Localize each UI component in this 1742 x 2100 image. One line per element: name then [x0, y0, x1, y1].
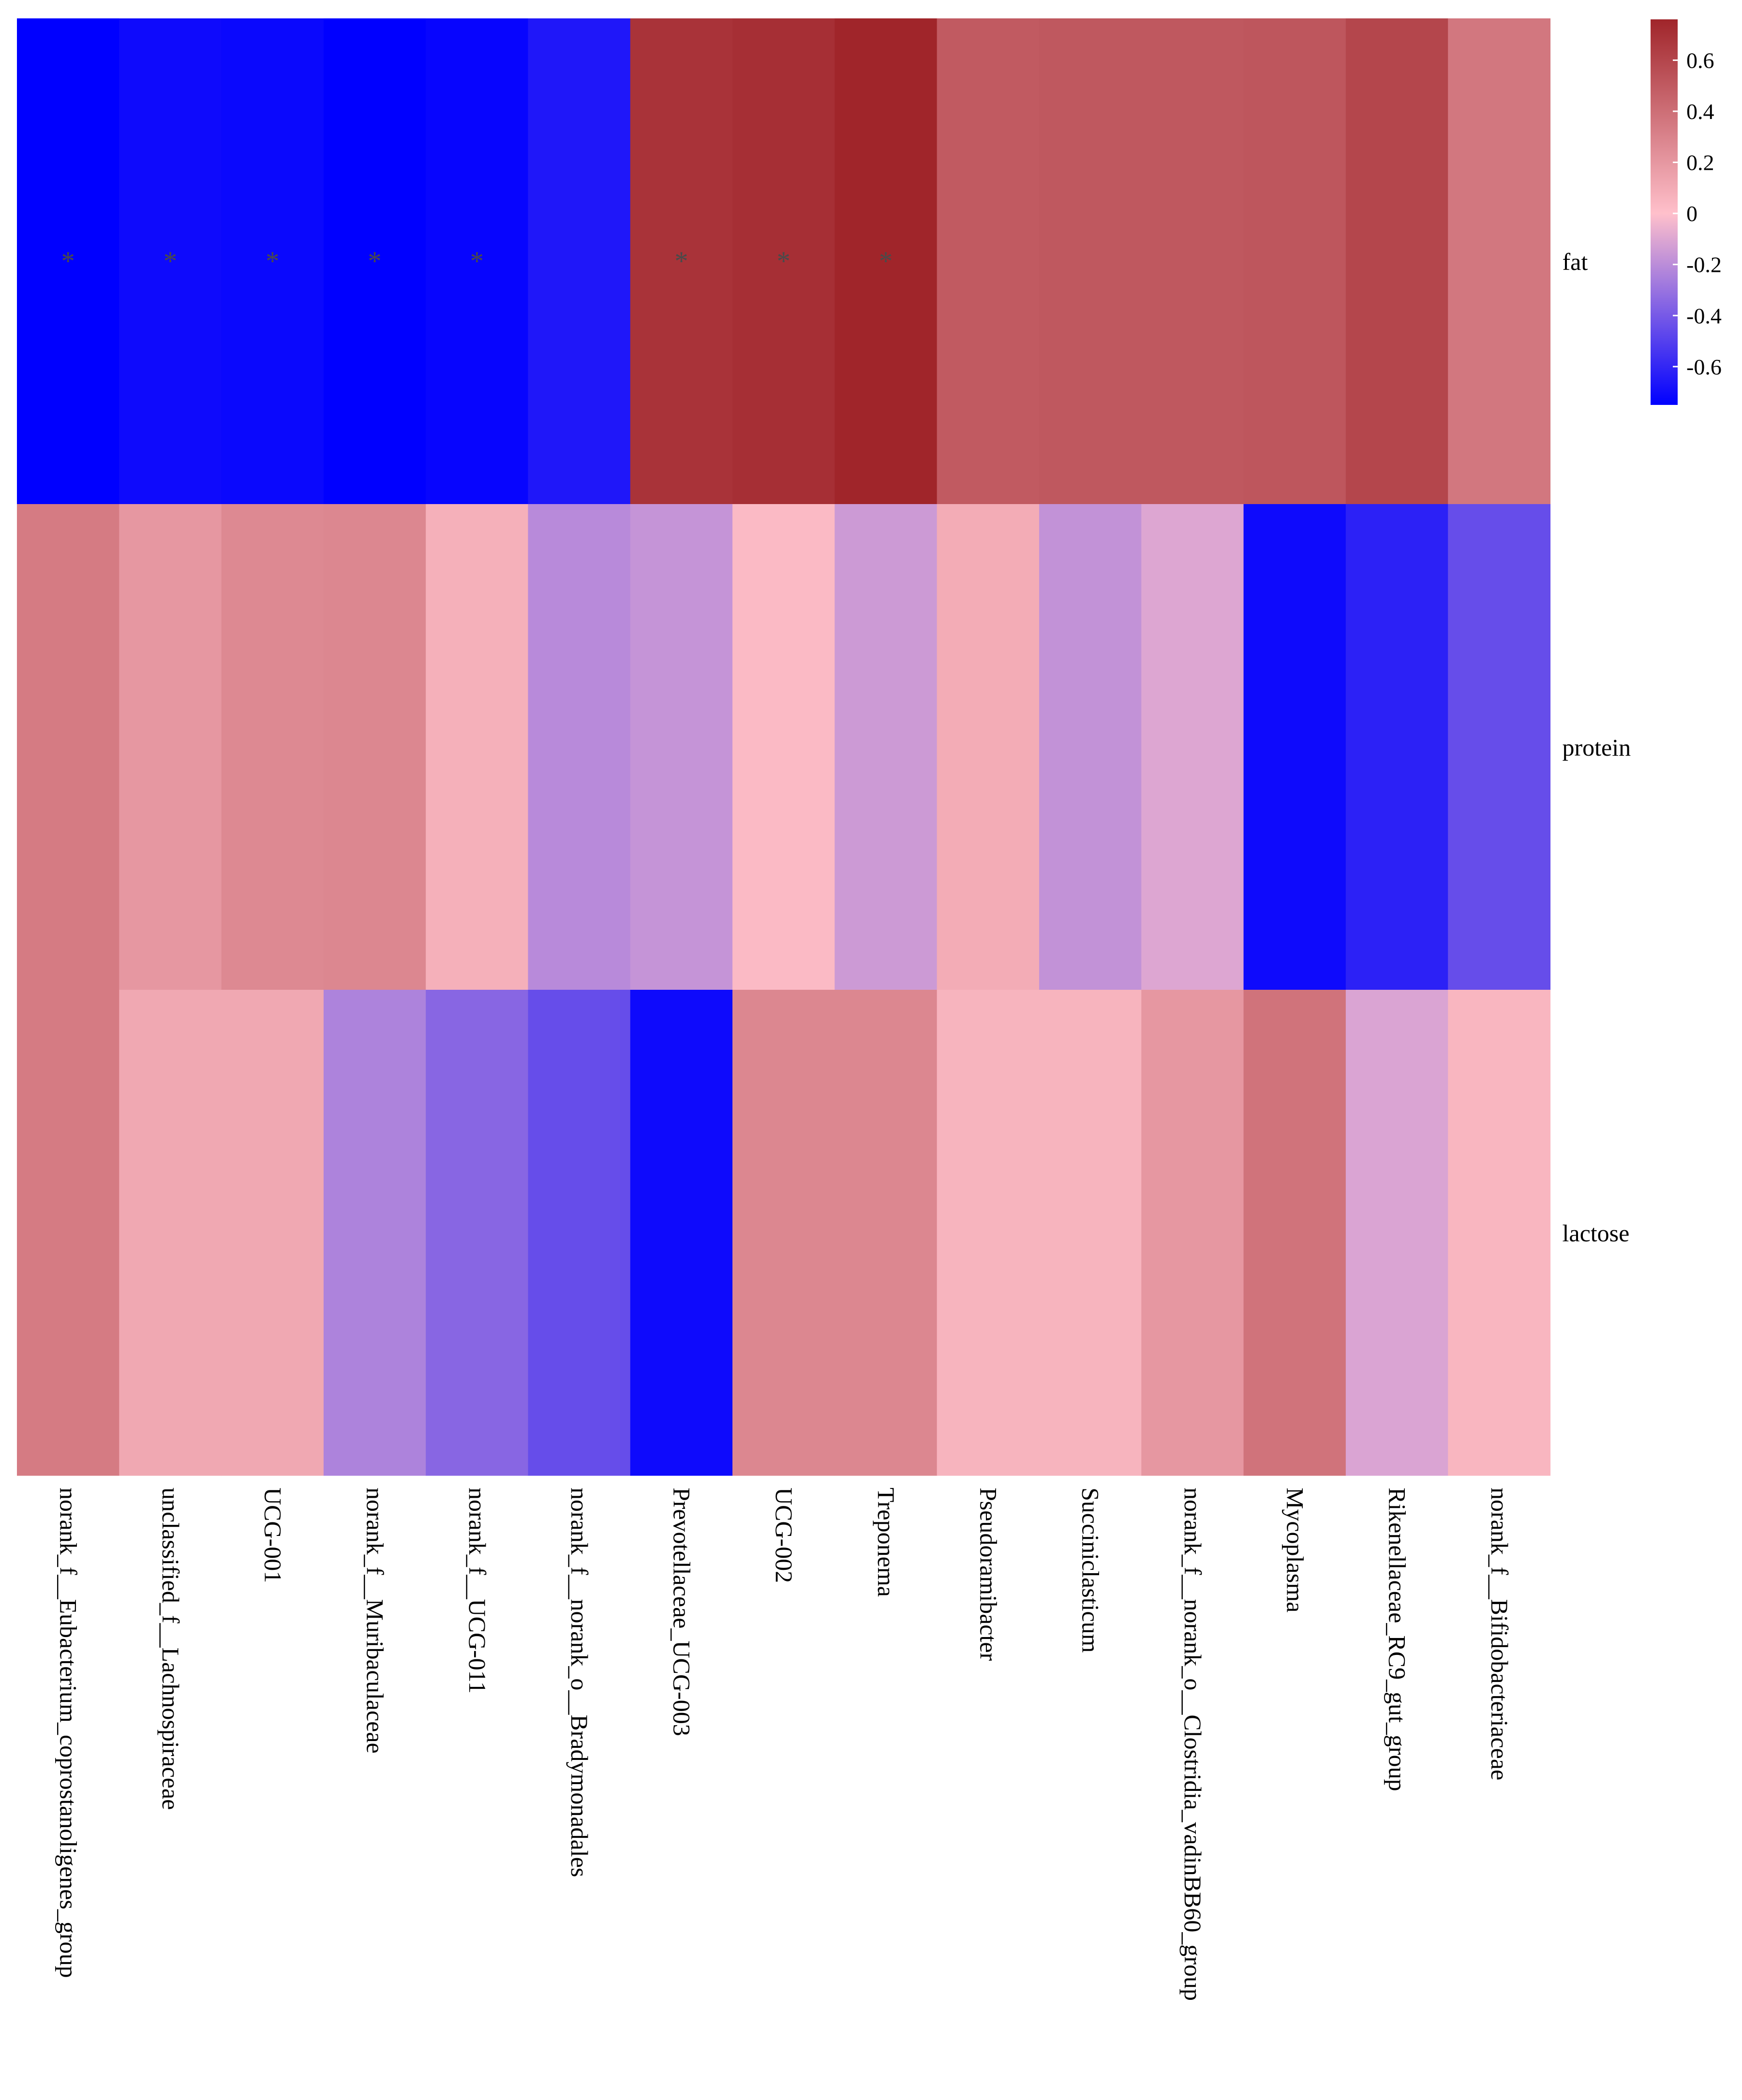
colorbar-tick-label: -0.6	[1686, 355, 1722, 379]
heatmap-cell-fat-6	[528, 18, 631, 505]
colorbar-tick-label: 0.4	[1686, 99, 1714, 124]
column-label-13: Mycoplasma	[1281, 1488, 1309, 1612]
heatmap-cells	[17, 18, 1551, 1476]
column-label-4: norank_f__Muribaculaceae	[362, 1488, 389, 1754]
heatmap-cell-fat-10	[937, 18, 1040, 505]
heatmap-cell-fat-13	[1243, 18, 1346, 505]
heatmap-cell-fat-8	[732, 18, 835, 505]
heatmap-cell-fat-1	[17, 18, 119, 505]
column-label-8: UCG-002	[771, 1488, 798, 1583]
colorbar-tick-label: -0.2	[1686, 253, 1722, 277]
heatmap-cell-fat-4	[323, 18, 426, 505]
heatmap-cell-protein-11	[1039, 504, 1142, 990]
column-label-5: norank_f__UCG-011	[464, 1488, 491, 1694]
heatmap-cell-protein-2	[119, 504, 222, 990]
heatmap-cell-fat-11	[1039, 18, 1142, 505]
column-label-2: unclassified_f__Lachnospiraceae	[157, 1488, 184, 1810]
colorbar-tick-label: 0.2	[1686, 150, 1714, 175]
heatmap-cell-protein-15	[1448, 504, 1551, 990]
significance-markers: * * * * * * * *	[61, 246, 893, 276]
column-label-3: UCG-001	[259, 1488, 286, 1583]
column-label-9: Treponema	[873, 1488, 900, 1597]
row-labels: fat protein lactose	[1563, 248, 1631, 1247]
heatmap-cell-lactose-6	[528, 990, 631, 1476]
heatmap-cell-fat-5	[426, 18, 529, 505]
heatmap-cell-lactose-14	[1345, 990, 1448, 1476]
heatmap-cell-protein-4	[323, 504, 426, 990]
column-label-11: Succiniclasticum	[1077, 1488, 1104, 1653]
column-label-10: Pseudoramibacter	[975, 1488, 1002, 1661]
column-label-7: Prevotellaceae_UCG-003	[668, 1488, 695, 1736]
heatmap-cell-lactose-1	[17, 990, 119, 1476]
heatmap-cell-lactose-11	[1039, 990, 1142, 1476]
significance-marker: *	[164, 246, 177, 276]
significance-marker: *	[266, 246, 279, 276]
row-label-lactose: lactose	[1563, 1220, 1630, 1247]
heatmap-cell-fat-15	[1448, 18, 1551, 505]
colorbar-tick-label: -0.4	[1686, 303, 1722, 328]
significance-marker: *	[674, 246, 688, 276]
heatmap-cell-lactose-15	[1448, 990, 1551, 1476]
heatmap-cell-fat-7	[630, 18, 733, 505]
significance-marker: *	[61, 246, 75, 276]
colorbar-tick-label: 0	[1686, 201, 1697, 226]
heatmap-cell-fat-9	[834, 18, 938, 505]
heatmap-cell-protein-3	[221, 504, 324, 990]
significance-marker: *	[879, 246, 893, 276]
heatmap-cell-lactose-7	[630, 990, 733, 1476]
heatmap-cell-lactose-12	[1141, 990, 1244, 1476]
heatmap-cell-protein-12	[1141, 504, 1244, 990]
heatmap-cell-protein-8	[732, 504, 835, 990]
heatmap-cell-protein-6	[528, 504, 631, 990]
heatmap-cell-protein-13	[1243, 504, 1346, 990]
heatmap-cell-protein-7	[630, 504, 733, 990]
heatmap-cell-lactose-13	[1243, 990, 1346, 1476]
heatmap-cell-fat-14	[1345, 18, 1448, 505]
heatmap-cell-lactose-4	[323, 990, 426, 1476]
heatmap-cell-protein-10	[937, 504, 1040, 990]
column-labels: norank_f__Eubacterium_coprostanoligenes_…	[55, 1488, 1513, 2001]
column-label-6: norank_f__norank_o__Bradymonadales	[566, 1488, 593, 1877]
heatmap-cell-protein-9	[834, 504, 938, 990]
column-label-1: norank_f__Eubacterium_coprostanoligenes_…	[55, 1488, 82, 1978]
row-label-fat: fat	[1563, 248, 1588, 275]
colorbar-gradient	[1651, 19, 1678, 405]
heatmap-cell-lactose-10	[937, 990, 1040, 1476]
heatmap-cell-protein-1	[17, 504, 119, 990]
colorbar: 0.6 0.4 0.2 0 -0.2 -0.4 -0.6	[1651, 19, 1722, 405]
row-label-protein: protein	[1563, 734, 1631, 761]
heatmap-cell-lactose-5	[426, 990, 529, 1476]
significance-marker: *	[368, 246, 382, 276]
colorbar-tick-label: 0.6	[1686, 48, 1714, 73]
heatmap-cell-lactose-8	[732, 990, 835, 1476]
heatmap-cell-protein-5	[426, 504, 529, 990]
heatmap-cell-lactose-3	[221, 990, 324, 1476]
heatmap-cell-protein-14	[1345, 504, 1448, 990]
heatmap-cell-fat-2	[119, 18, 222, 505]
heatmap-cell-lactose-9	[834, 990, 938, 1476]
heatmap-cell-lactose-2	[119, 990, 222, 1476]
significance-marker: *	[470, 246, 484, 276]
column-label-15: norank_f__Bifidobacteriaceae	[1486, 1488, 1513, 1780]
heatmap-cell-fat-3	[221, 18, 324, 505]
column-label-12: norank_f__norank_o__Clostridia_vadinBB60…	[1179, 1488, 1206, 2001]
significance-marker: *	[777, 246, 790, 276]
heatmap-cell-fat-12	[1141, 18, 1244, 505]
column-label-14: Rikenellaceae_RC9_gut_group	[1384, 1488, 1411, 1791]
